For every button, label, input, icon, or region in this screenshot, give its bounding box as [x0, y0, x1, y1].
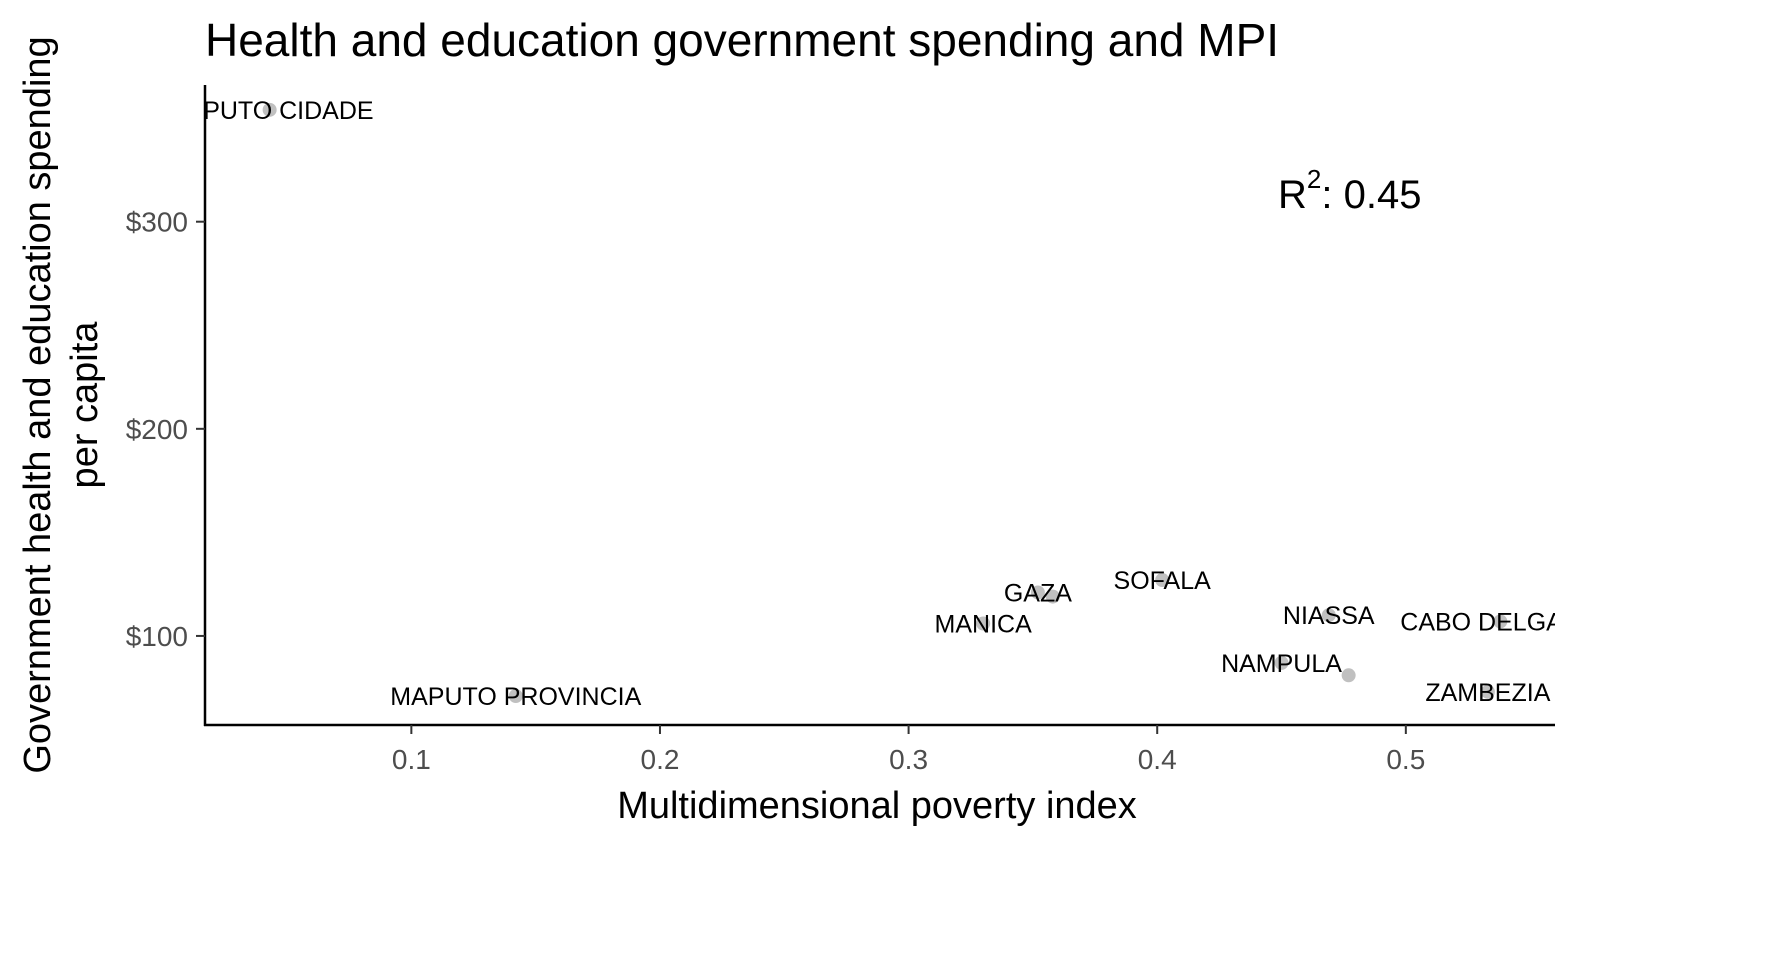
data-point — [1480, 684, 1495, 699]
chart-title: Health and education government spending… — [205, 14, 1279, 66]
r-squared-value: : 0.45 — [1321, 173, 1421, 217]
data-point-label: CABO DELGADO — [1400, 608, 1600, 636]
x-tick-label: 0.5 — [1386, 744, 1425, 775]
data-point-label: NAMPULA — [1221, 650, 1342, 678]
y-axis-title: Government health and education spending… — [17, 36, 106, 773]
r-squared-superscript: 2 — [1307, 164, 1321, 194]
data-point — [976, 616, 991, 631]
data-point-label: ZAMBEZIA — [1425, 679, 1550, 707]
y-axis-ticks: $100 $200 $300 — [126, 207, 205, 652]
x-tick-label: 0.3 — [889, 744, 928, 775]
x-axis-ticks: 0.1 0.2 0.3 0.4 0.5 — [392, 725, 1425, 775]
r-squared-annotation: R2: 0.45 — [1278, 164, 1421, 217]
y-axis-title-line-2: per capita — [64, 321, 106, 489]
data-point-label: NIASSA — [1283, 602, 1375, 630]
data-point — [1030, 585, 1045, 600]
data-point — [1341, 668, 1356, 683]
x-tick-label: 0.4 — [1138, 744, 1177, 775]
data-point — [1321, 608, 1336, 623]
y-tick-label: $200 — [126, 414, 188, 445]
data-point — [1155, 573, 1170, 588]
data-point — [1045, 589, 1060, 604]
data-point-label: MANICA — [935, 611, 1033, 639]
data-point — [1274, 655, 1289, 670]
data-points — [262, 102, 1508, 704]
y-axis-title-line-1: Government health and education spending — [17, 36, 59, 773]
data-point-label: GAZA — [1004, 579, 1072, 607]
x-tick-label: 0.2 — [641, 744, 680, 775]
data-point-label: SOFALA — [1114, 567, 1212, 595]
x-axis-title: Multidimensional poverty index — [617, 785, 1137, 827]
x-tick-label: 0.1 — [392, 744, 431, 775]
data-point — [508, 689, 523, 704]
data-point-label: MAPUTO PROVINCIA — [390, 683, 641, 711]
data-point-label: MAPUTO CIDADE — [166, 97, 374, 125]
r-squared-symbol: R — [1278, 173, 1307, 217]
y-tick-label: $100 — [126, 621, 188, 652]
data-point — [1493, 614, 1508, 629]
data-labels: MAPUTO CIDADE MAPUTO PROVINCIA GAZA MANICA S… — [166, 97, 1600, 711]
data-point — [262, 102, 277, 117]
y-tick-label: $300 — [126, 207, 188, 238]
